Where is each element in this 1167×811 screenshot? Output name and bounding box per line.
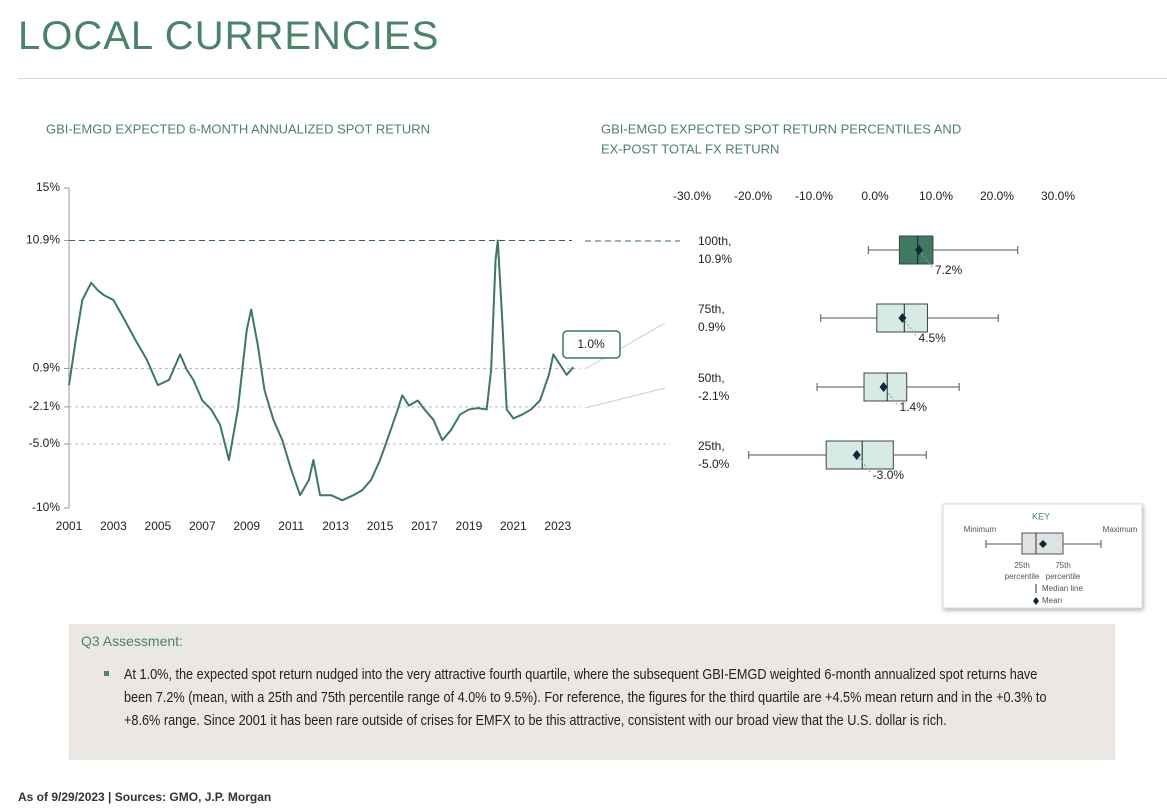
mean-label: 4.5%	[918, 331, 946, 345]
y-tick-label: -2.1%	[29, 399, 61, 413]
row-label: 50th,	[698, 371, 725, 385]
box	[825, 440, 894, 470]
x-tick-label: 2001	[56, 519, 83, 533]
assessment-panel: Q3 Assessment: At 1.0%, the expected spo…	[69, 624, 1115, 760]
row-label: 75th,	[698, 302, 725, 316]
charts: GBI-EMGD EXPECTED 6-MONTH ANNUALIZED SPO…	[26, 121, 1143, 609]
assessment-heading: Q3 Assessment:	[81, 633, 183, 649]
mean	[852, 450, 861, 460]
key-label: Mean	[1042, 596, 1062, 605]
y-tick-label: 15%	[36, 180, 60, 194]
y-tick-label: -5.0%	[29, 436, 61, 450]
x-tick-label: 2017	[411, 519, 438, 533]
key-title: KEY	[1032, 511, 1050, 521]
chart-title: EX-POST TOTAL FX RETURN	[601, 141, 779, 156]
key-label: 75th	[1055, 561, 1071, 570]
line-series	[68, 239, 575, 502]
x-tick-label: 2009	[233, 519, 260, 533]
chart-title: GBI-EMGD EXPECTED 6-MONTH ANNUALIZED SPO…	[46, 121, 430, 136]
x-tick-label: 2013	[322, 519, 349, 533]
mean	[879, 382, 888, 392]
key-label: Maximum	[1103, 525, 1138, 534]
x-tick-label: -20.0%	[734, 189, 772, 203]
bullet-marker	[104, 671, 109, 676]
y-tick-label: -10%	[32, 500, 60, 514]
x-tick-label: 2015	[367, 519, 394, 533]
mean	[914, 245, 923, 255]
connector	[584, 387, 666, 409]
x-tick-label: 2005	[145, 519, 172, 533]
page-title: LOCAL CURRENCIES	[18, 14, 440, 58]
key-mean-icon	[1033, 597, 1039, 605]
y-tick-label: 10.9%	[26, 233, 60, 247]
key-label: percentile	[1005, 572, 1040, 581]
x-tick-label: 2023	[544, 519, 571, 533]
x-tick-label: -10.0%	[795, 189, 833, 203]
row-label: -2.1%	[698, 389, 730, 403]
assessment-text: At 1.0%, the expected spot return nudged…	[124, 667, 1047, 729]
x-tick-label: 0.0%	[861, 189, 889, 203]
row-label: -5.0%	[698, 457, 730, 471]
chart-title: GBI-EMGD EXPECTED SPOT RETURN PERCENTILE…	[601, 121, 961, 136]
row-label: 10.9%	[698, 252, 732, 266]
footer: As of 9/29/2023 | Sources: GMO, J.P. Mor…	[18, 790, 272, 804]
x-tick-label: 20.0%	[980, 189, 1014, 203]
key-mean	[1039, 540, 1047, 548]
x-tick-label: 30.0%	[1041, 189, 1075, 203]
y-tick-label: 0.9%	[33, 361, 61, 375]
x-tick-label: 2021	[500, 519, 527, 533]
mean-label: 7.2%	[935, 263, 963, 277]
annotation-box	[562, 330, 621, 359]
title-rule	[18, 78, 1167, 79]
x-tick-label: 2007	[189, 519, 216, 533]
x-tick-label: -30.0%	[673, 189, 711, 203]
x-tick-label: 10.0%	[919, 189, 953, 203]
x-tick-label: 2019	[456, 519, 483, 533]
mean-label: 1.4%	[900, 400, 928, 414]
annotation: 1.0%	[577, 337, 605, 351]
row-label: 25th,	[698, 439, 725, 453]
key-label: percentile	[1046, 572, 1081, 581]
key-box	[942, 503, 1143, 609]
key-label: Minimum	[964, 525, 997, 534]
connector	[584, 322, 666, 370]
row-label: 100th,	[698, 234, 731, 248]
key-label: 25th	[1014, 561, 1030, 570]
mean-label: -3.0%	[873, 468, 905, 482]
row-label: 0.9%	[698, 320, 726, 334]
mean	[898, 313, 907, 323]
x-tick-label: 2011	[278, 519, 304, 533]
key-label: Median line	[1042, 584, 1083, 593]
x-tick-label: 2003	[100, 519, 127, 533]
